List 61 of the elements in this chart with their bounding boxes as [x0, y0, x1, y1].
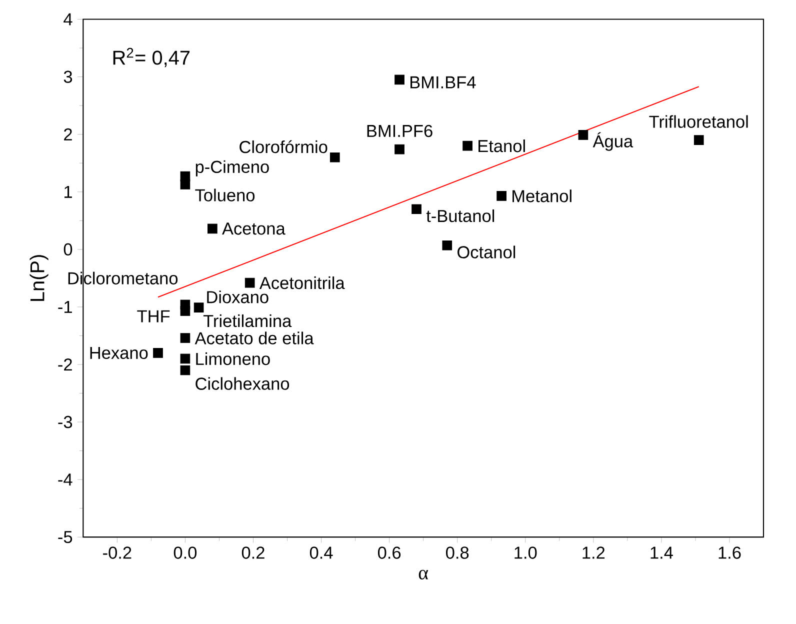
y-tick-label: 1: [64, 186, 72, 198]
annotation: Trifluoretanol: [649, 115, 748, 128]
point: [330, 152, 340, 162]
annotation: Acetonitrila: [259, 276, 345, 290]
point: [394, 144, 404, 154]
y-tick-label: -1: [58, 301, 72, 313]
annotation: Dioxano: [207, 290, 268, 304]
annotation: t-Butanol: [426, 209, 494, 222]
x-tick-label: -0.2: [103, 546, 132, 559]
x-tick-label: 1.2: [582, 546, 605, 559]
point: [412, 204, 422, 214]
annotation: Etanol: [478, 140, 525, 152]
y-tick-label: 2: [64, 128, 72, 140]
x-axis-title: α: [418, 570, 428, 580]
point: [153, 348, 163, 358]
point: [180, 365, 190, 376]
annotation: Trietilamina: [203, 314, 292, 328]
annotation: Clorofórmio: [240, 140, 328, 154]
y-tick-label: 4: [64, 13, 72, 26]
x-tick-label: 0.6: [378, 546, 401, 559]
point: [442, 240, 452, 250]
point: [180, 333, 190, 343]
point: [394, 74, 404, 85]
annotation: Hexano: [90, 346, 148, 359]
x-tick-label: 0.2: [242, 546, 264, 559]
point: [244, 278, 255, 288]
annotation: BMI.PF6: [367, 124, 432, 138]
x-tick-label: 1.6: [718, 546, 741, 559]
annotation: R$^{2}$= 0,47: [113, 48, 190, 68]
annotation: Tolueno: [195, 188, 255, 202]
annotation: Ciclohexano: [196, 377, 290, 390]
point: [496, 190, 506, 201]
annotation: BMI.BF4: [410, 76, 476, 88]
y-tick-label: -2: [58, 358, 72, 371]
y-tick-label: 3: [64, 70, 72, 83]
y-tick-label: -4: [58, 474, 72, 486]
x-tick-label: 1.4: [650, 546, 673, 559]
x-tick-label: 0.8: [446, 546, 469, 559]
annotation: THF: [137, 310, 170, 322]
x-tick-label: 1.0: [514, 546, 537, 559]
y-axis-title: Ln(P): [30, 255, 48, 301]
point: [578, 130, 588, 140]
point: [462, 140, 472, 151]
annotation: Água: [592, 132, 634, 151]
y-tick-label: -3: [58, 416, 72, 428]
annotation: p-Cimeno: [196, 160, 269, 176]
annotation: Octanol: [458, 246, 516, 258]
point: [180, 179, 190, 190]
point: [694, 135, 704, 146]
annotation: Limoneno: [196, 352, 270, 366]
point: [180, 306, 190, 316]
x-tick-label: 0.4: [310, 546, 333, 559]
point: [180, 354, 190, 364]
y-tick-label: -5: [58, 531, 72, 544]
point: [208, 224, 218, 234]
annotation: Metanol: [512, 190, 572, 202]
y-tick-label: 0: [64, 243, 72, 256]
point: [194, 302, 204, 312]
annotation: Acetato de etila: [194, 332, 314, 344]
annotation: Acetona: [222, 222, 286, 235]
x-tick-label: 0.0: [174, 546, 197, 559]
